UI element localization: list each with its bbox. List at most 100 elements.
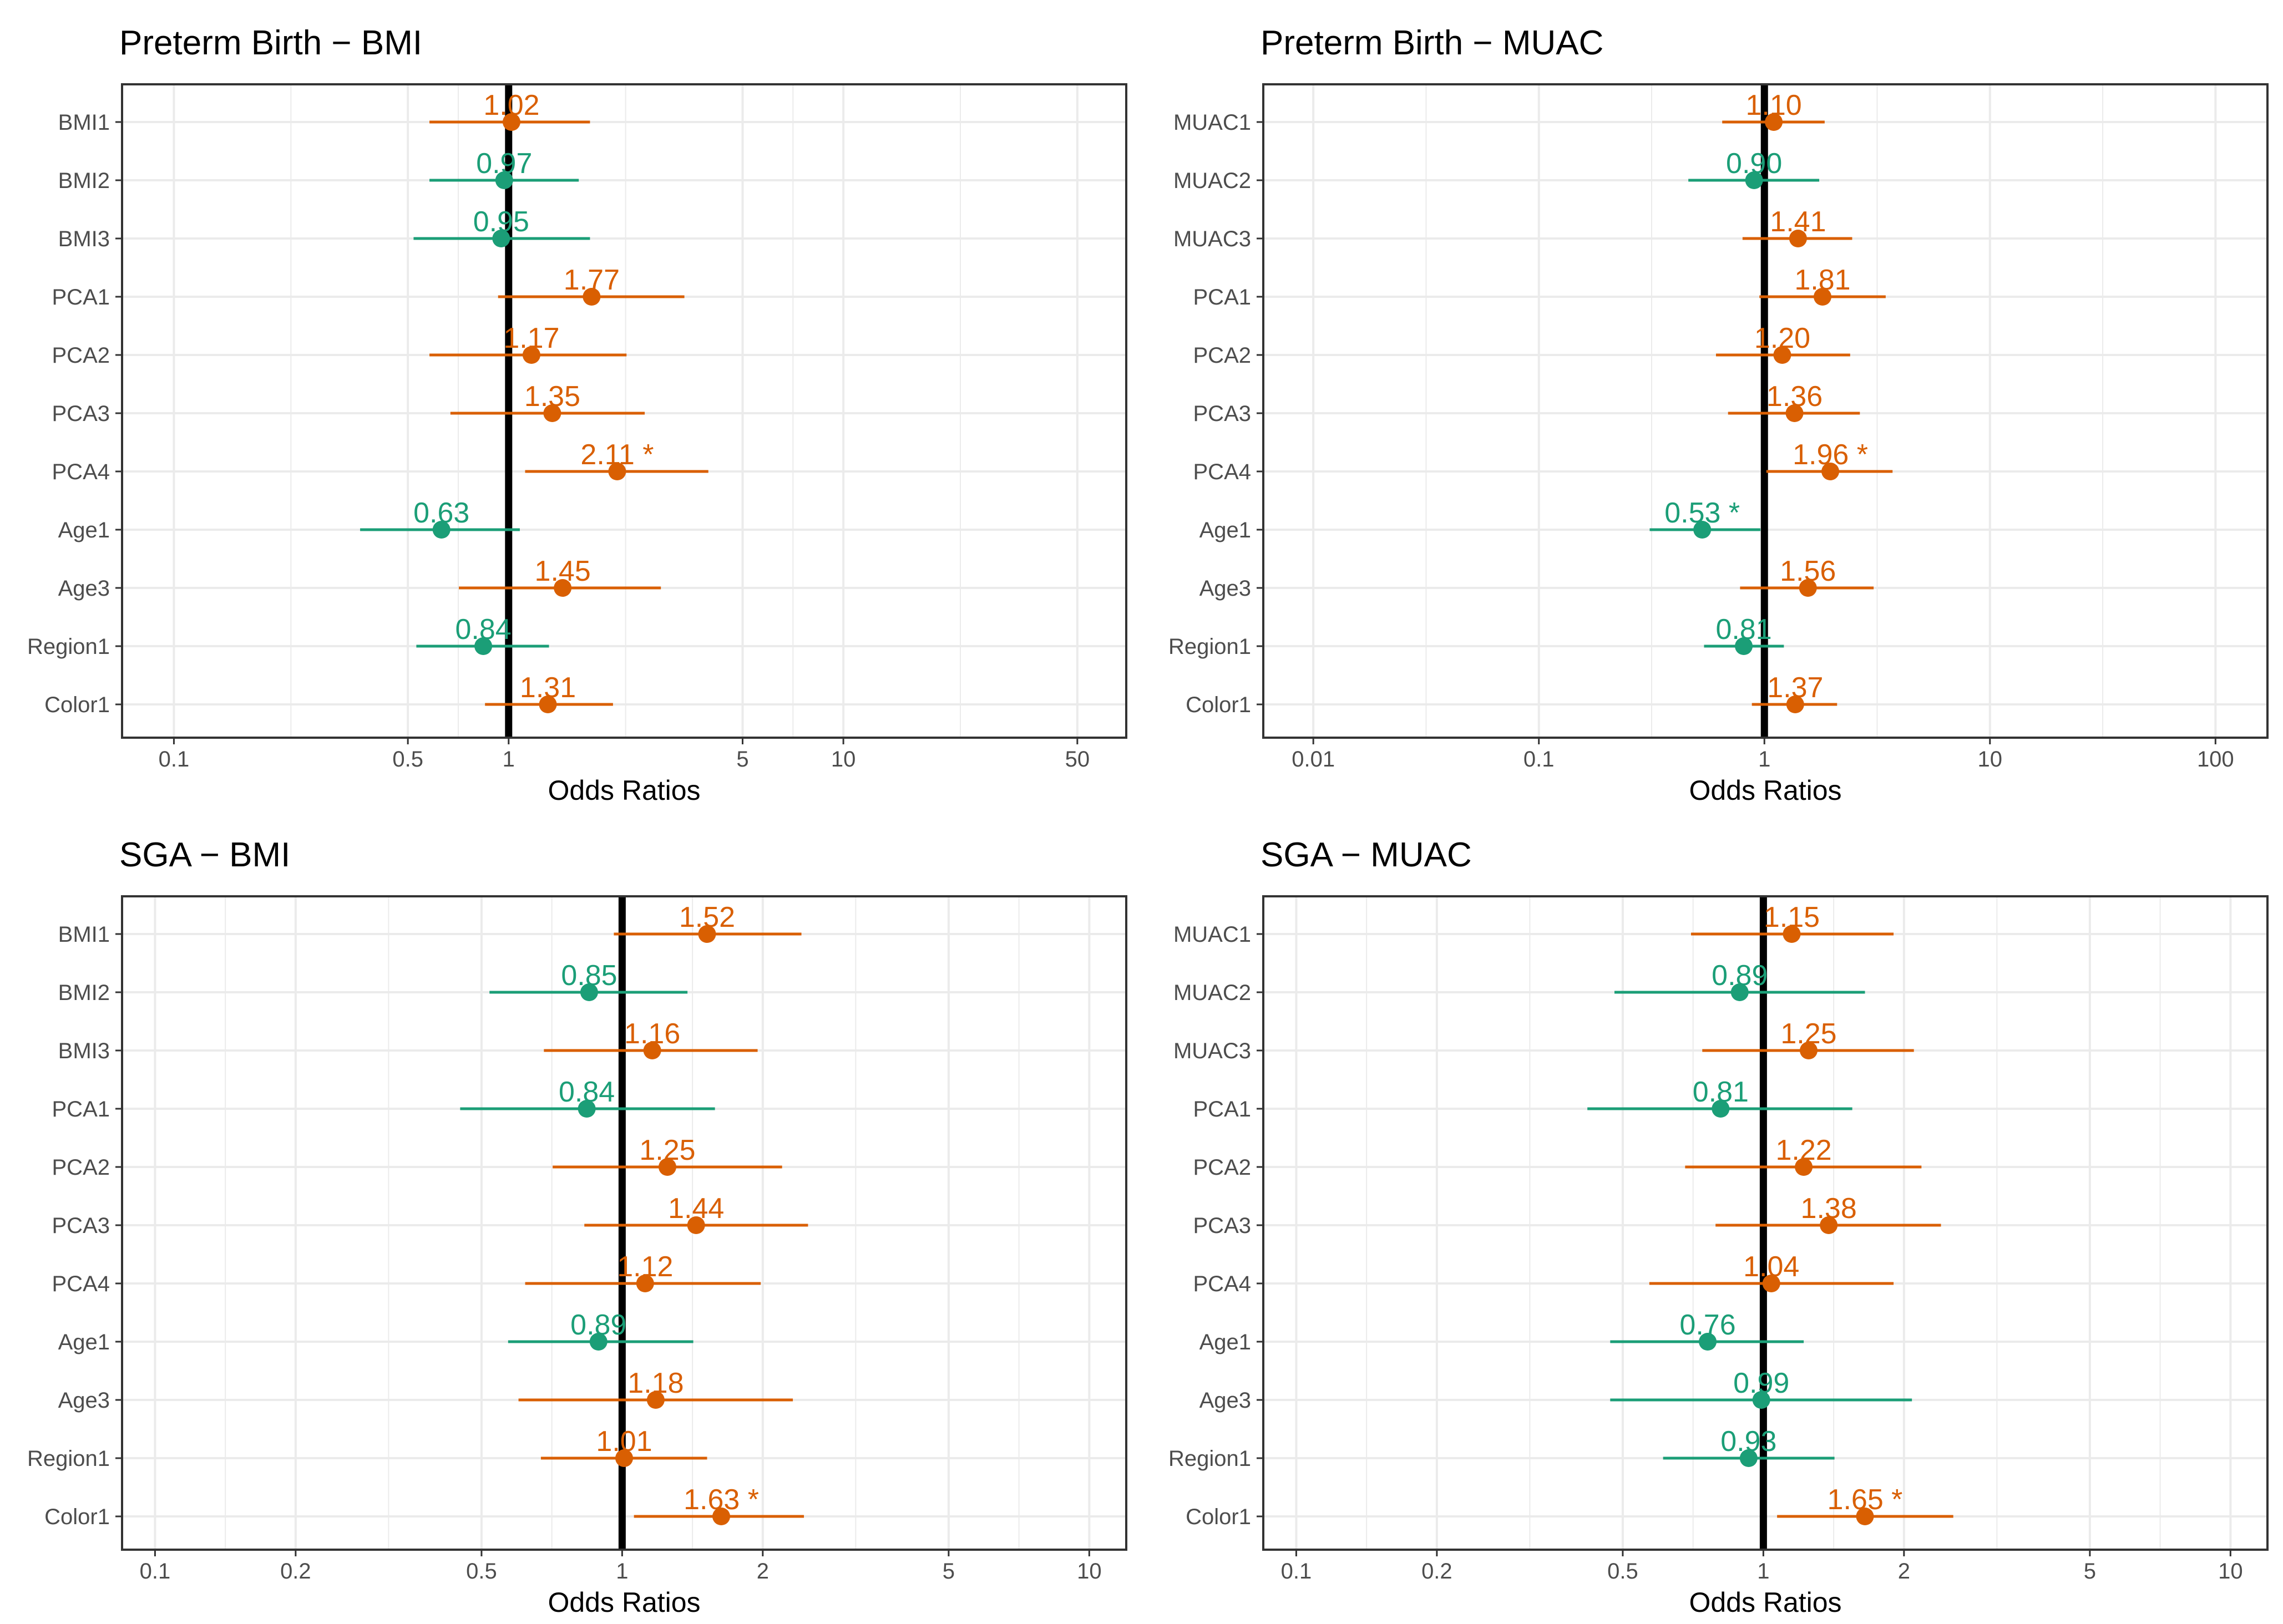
y-tick-label: PCA4 — [52, 1272, 110, 1296]
odds-ratio-point — [1712, 1100, 1730, 1118]
odds-ratio-point — [1762, 1275, 1780, 1292]
odds-ratio-point — [1856, 1508, 1874, 1525]
odds-ratio-point — [1821, 463, 1840, 480]
value-label: 0.89 — [570, 1309, 626, 1341]
odds-ratio-point — [522, 346, 540, 364]
odds-ratio-point — [687, 1216, 705, 1234]
value-label: 0.84 — [559, 1076, 615, 1108]
y-tick-label: MUAC2 — [1173, 981, 1251, 1005]
x-tick-label: 100 — [2197, 747, 2234, 772]
y-tick-label: MUAC2 — [1173, 169, 1251, 193]
value-label: 1.56 — [1780, 555, 1836, 587]
y-tick-label: BMI1 — [58, 110, 110, 135]
y-tick-label: PCA2 — [52, 1155, 110, 1180]
value-label: 0.76 — [1679, 1309, 1735, 1341]
x-tick-label: 0.2 — [280, 1559, 311, 1584]
value-label: 1.25 — [1780, 1018, 1836, 1050]
plot-border — [121, 895, 1127, 1551]
odds-ratio-point — [1765, 113, 1783, 131]
value-label: 1.96 * — [1793, 439, 1868, 471]
panel-sga-bmi: SGA − BMI 1.52 BMI1 0.85 BMI2 1.16 BMI3 0.84 PC… — [0, 812, 1141, 1624]
x-tick-label: 0.5 — [392, 747, 423, 772]
y-tick-label: Region1 — [1168, 1447, 1251, 1471]
value-label: 1.81 — [1794, 264, 1850, 296]
value-label: 0.53 * — [1664, 497, 1740, 529]
value-label: 1.38 — [1801, 1192, 1857, 1225]
value-label: 1.77 — [564, 264, 620, 296]
forest-plot: 1.52 BMI1 0.85 BMI2 1.16 BMI3 0.84 PCA1 1.25 PCA2… — [27, 895, 1127, 1618]
panel-title: Preterm Birth − BMI — [119, 24, 423, 62]
panel-title: Preterm Birth − MUAC — [1261, 24, 1604, 62]
odds-ratio-point — [554, 579, 572, 597]
y-tick-label: PCA4 — [1193, 1272, 1252, 1296]
y-tick-label: PCA4 — [52, 460, 110, 484]
x-tick-label: 0.01 — [1292, 747, 1335, 772]
x-tick-label: 10 — [1077, 1559, 1102, 1584]
odds-ratio-point — [608, 463, 626, 480]
odds-ratio-point — [1699, 1333, 1717, 1351]
y-tick-label: Age3 — [1199, 1388, 1251, 1413]
y-tick-label: Color1 — [1186, 1505, 1251, 1529]
odds-ratio-point — [636, 1275, 654, 1292]
y-tick-label: PCA3 — [1193, 402, 1252, 426]
y-tick-label: Age3 — [58, 1388, 110, 1413]
plot-border — [1262, 83, 2269, 739]
panel-sga-muac: SGA − MUAC 1.15 MUAC1 0.89 MUAC2 1.25 MUAC3 0.… — [1141, 812, 2282, 1624]
odds-ratio-point — [474, 637, 493, 655]
x-tick-label: 2 — [1898, 1559, 1910, 1584]
y-tick-label: PCA2 — [1193, 343, 1252, 368]
odds-ratio-point — [1752, 1391, 1770, 1409]
y-tick-label: MUAC1 — [1173, 922, 1251, 947]
odds-ratio-point — [1820, 1216, 1838, 1234]
y-tick-label: PCA1 — [1193, 285, 1252, 309]
y-tick-label: Color1 — [44, 1505, 110, 1529]
odds-ratio-point — [1730, 983, 1749, 1001]
x-tick-label: 0.1 — [159, 747, 190, 772]
value-label: 0.63 — [413, 497, 469, 529]
x-tick-label: 0.5 — [1607, 1559, 1638, 1584]
y-tick-label: PCA1 — [52, 1097, 110, 1121]
value-label: 0.81 — [1715, 613, 1771, 646]
panel-preterm-muac: Preterm Birth − MUAC 1.10 MUAC1 0.90 MUAC2 1… — [1141, 0, 2282, 812]
value-label: 1.18 — [627, 1367, 684, 1399]
odds-ratio-point — [1783, 925, 1801, 943]
odds-ratio-point — [502, 113, 520, 131]
panel-title: SGA − BMI — [119, 836, 291, 874]
odds-ratio-point — [698, 925, 716, 943]
value-label: 1.52 — [679, 901, 735, 933]
y-tick-label: BMI2 — [58, 981, 110, 1005]
plot-background — [122, 84, 1126, 738]
panel-title: SGA − MUAC — [1261, 836, 1472, 874]
x-tick-label: 1 — [503, 747, 515, 772]
y-tick-label: BMI2 — [58, 169, 110, 193]
odds-ratio-point — [580, 983, 598, 1001]
value-label: 1.04 — [1743, 1251, 1799, 1283]
x-tick-label: 1 — [1757, 1559, 1769, 1584]
value-label: 1.01 — [596, 1425, 652, 1458]
value-label: 0.90 — [1726, 148, 1782, 180]
value-label: 0.97 — [476, 148, 532, 180]
value-label: 1.44 — [668, 1192, 724, 1225]
forest-plot: 1.02 BMI1 0.97 BMI2 0.95 BMI3 1.77 PCA1 1.17 PCA2… — [27, 83, 1127, 806]
odds-ratio-point — [495, 171, 513, 189]
y-tick-label: PCA2 — [52, 343, 110, 368]
odds-ratio-point — [1693, 521, 1712, 539]
odds-ratio-point — [1786, 696, 1804, 713]
y-tick-label: BMI3 — [58, 227, 110, 251]
value-label: 1.22 — [1775, 1134, 1831, 1166]
y-tick-label: Age3 — [1199, 576, 1251, 601]
value-label: 1.20 — [1754, 322, 1810, 354]
odds-ratio-point — [1799, 1042, 1818, 1059]
y-tick-label: Age1 — [1199, 518, 1251, 542]
x-axis-title: Odds Ratios — [548, 775, 700, 806]
odds-ratio-point — [658, 1158, 676, 1176]
x-axis-title: Odds Ratios — [1689, 775, 1841, 806]
x-tick-label: 50 — [1065, 747, 1090, 772]
plot-border — [121, 83, 1127, 739]
x-tick-label: 0.5 — [466, 1559, 497, 1584]
x-axis-title: Odds Ratios — [548, 1587, 700, 1618]
value-label: 1.65 * — [1828, 1484, 1903, 1516]
value-label: 1.25 — [639, 1134, 695, 1166]
plot-border — [1262, 895, 2269, 1551]
value-label: 1.16 — [624, 1018, 680, 1050]
